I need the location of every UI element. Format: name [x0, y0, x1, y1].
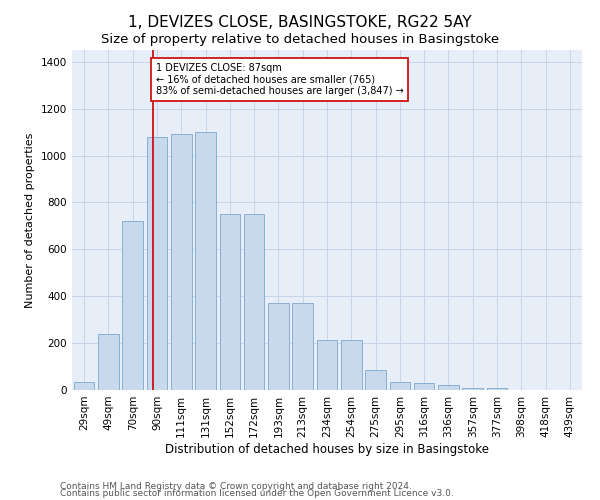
- Bar: [244, 214, 265, 390]
- Bar: [317, 340, 337, 390]
- Text: 1, DEVIZES CLOSE, BASINGSTOKE, RG22 5AY: 1, DEVIZES CLOSE, BASINGSTOKE, RG22 5AY: [128, 15, 472, 30]
- X-axis label: Distribution of detached houses by size in Basingstoke: Distribution of detached houses by size …: [165, 442, 489, 456]
- Bar: [463, 388, 483, 390]
- Bar: [292, 303, 313, 390]
- Bar: [98, 334, 119, 390]
- Text: Contains public sector information licensed under the Open Government Licence v3: Contains public sector information licen…: [60, 489, 454, 498]
- Bar: [268, 303, 289, 390]
- Bar: [414, 383, 434, 390]
- Bar: [487, 388, 508, 390]
- Bar: [122, 221, 143, 390]
- Y-axis label: Number of detached properties: Number of detached properties: [25, 132, 35, 308]
- Bar: [438, 386, 459, 390]
- Bar: [389, 382, 410, 390]
- Bar: [341, 340, 362, 390]
- Bar: [220, 214, 240, 390]
- Bar: [171, 134, 191, 390]
- Bar: [195, 132, 216, 390]
- Text: 1 DEVIZES CLOSE: 87sqm
← 16% of detached houses are smaller (765)
83% of semi-de: 1 DEVIZES CLOSE: 87sqm ← 16% of detached…: [155, 63, 403, 96]
- Text: Size of property relative to detached houses in Basingstoke: Size of property relative to detached ho…: [101, 32, 499, 46]
- Text: Contains HM Land Registry data © Crown copyright and database right 2024.: Contains HM Land Registry data © Crown c…: [60, 482, 412, 491]
- Bar: [365, 370, 386, 390]
- Bar: [74, 382, 94, 390]
- Bar: [146, 137, 167, 390]
